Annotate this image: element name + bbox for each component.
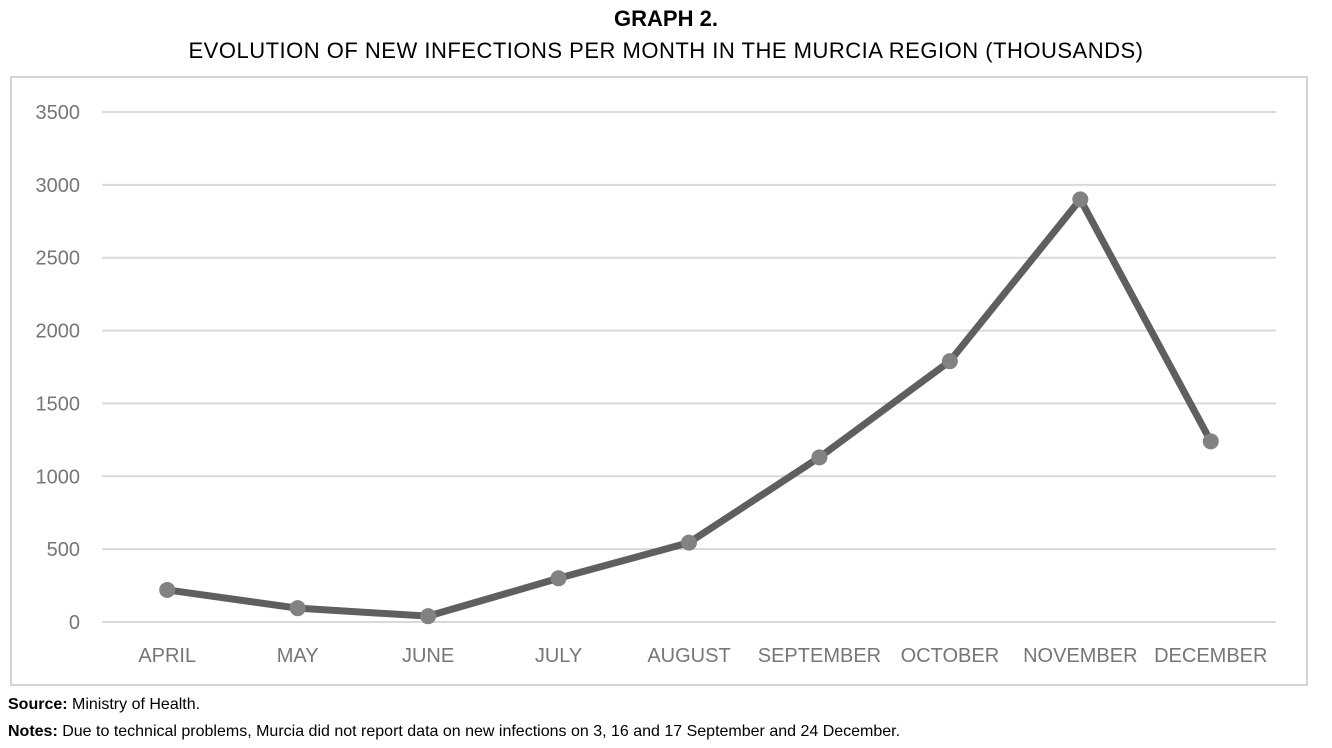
y-tick-label: 1500	[36, 393, 81, 415]
x-tick-label: JUNE	[402, 645, 454, 667]
data-point-september	[811, 449, 828, 466]
data-point-august	[681, 534, 697, 551]
source-text: Ministry of Health.	[67, 696, 201, 713]
data-point-december	[1202, 433, 1219, 450]
y-tick-label: 500	[47, 539, 80, 561]
notes-text: Due to technical problems, Murcia did no…	[57, 723, 901, 740]
data-point-october	[941, 353, 958, 370]
data-point-june	[420, 608, 437, 625]
x-tick-label: OCTOBER	[901, 645, 1000, 667]
series-line	[163, 195, 1215, 620]
x-tick-label: MAY	[277, 645, 319, 667]
notes-label: Notes:	[8, 723, 58, 740]
data-point-november	[1072, 191, 1089, 208]
chart-frame: 0 500 1000 1500 2000 2500 3000 3500 APRIL MAY JUNE…	[10, 76, 1308, 686]
source-label: Source:	[8, 696, 68, 713]
data-point-july	[550, 570, 567, 587]
y-tick-label: 3500	[36, 102, 81, 124]
chart-title: GRAPH 2.	[614, 6, 718, 31]
y-tick-label: 1000	[36, 466, 81, 488]
line-chart: 0 500 1000 1500 2000 2500 3000 3500 APRIL MAY JUNE…	[36, 102, 1276, 667]
y-tick-label: 0	[69, 612, 80, 634]
data-point-april	[159, 581, 176, 598]
source-note: Source: Ministry of Health.	[8, 696, 200, 714]
y-tick-label: 2500	[36, 248, 81, 270]
y-tick-label: 3000	[36, 175, 81, 197]
x-tick-label: DECEMBER	[1154, 645, 1267, 667]
x-tick-label: AUGUST	[647, 645, 730, 667]
x-tick-label: SEPTEMBER	[758, 645, 881, 667]
y-tick-label: 2000	[36, 321, 81, 343]
data-point-may	[289, 600, 306, 617]
x-tick-label: JULY	[535, 645, 582, 667]
notes-note: Notes: Due to technical problems, Murcia…	[8, 723, 900, 741]
x-tick-label: NOVEMBER	[1023, 645, 1137, 667]
chart-subtitle: EVOLUTION OF NEW INFECTIONS PER MONTH IN…	[188, 38, 1144, 63]
x-tick-label: APRIL	[138, 645, 196, 667]
